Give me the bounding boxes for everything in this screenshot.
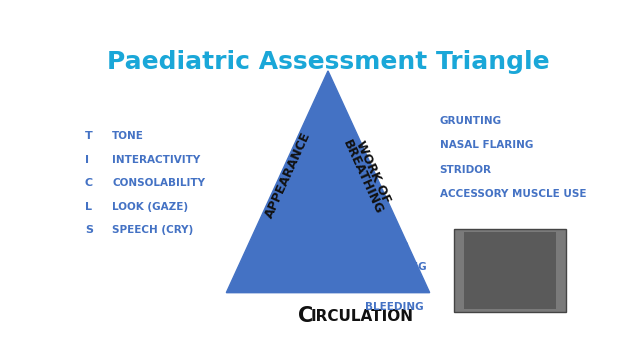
Text: NASAL FLARING: NASAL FLARING <box>440 140 533 150</box>
Text: GRUNTING: GRUNTING <box>440 116 502 126</box>
Text: CYANOSIS: CYANOSIS <box>365 282 424 292</box>
Text: BLEEDING: BLEEDING <box>365 302 424 312</box>
Text: Paediatric Assessment Triangle: Paediatric Assessment Triangle <box>107 50 549 74</box>
Text: IRCULATION: IRCULATION <box>310 309 413 324</box>
Text: TONE: TONE <box>112 131 144 141</box>
Text: C: C <box>85 178 93 188</box>
Text: APPEARANCE: APPEARANCE <box>263 130 313 220</box>
Polygon shape <box>227 71 429 293</box>
Text: WORK OF
BREATHING: WORK OF BREATHING <box>340 133 396 216</box>
Text: T: T <box>85 131 93 141</box>
FancyBboxPatch shape <box>465 232 556 309</box>
Text: L: L <box>85 202 92 212</box>
Text: I: I <box>85 155 89 165</box>
Text: ACCESSORY MUSCLE USE: ACCESSORY MUSCLE USE <box>440 189 586 199</box>
Text: SPEECH (CRY): SPEECH (CRY) <box>112 225 193 235</box>
Text: MOTTLING: MOTTLING <box>365 262 427 272</box>
Text: S: S <box>85 225 93 235</box>
Text: INTERACTIVITY: INTERACTIVITY <box>112 155 200 165</box>
Text: C: C <box>298 306 314 326</box>
Text: STRIDOR: STRIDOR <box>440 165 492 175</box>
Text: LOOK (GAZE): LOOK (GAZE) <box>112 202 188 212</box>
Text: PALLOR: PALLOR <box>365 242 410 252</box>
Text: CONSOLABILITY: CONSOLABILITY <box>112 178 205 188</box>
FancyBboxPatch shape <box>454 229 566 312</box>
